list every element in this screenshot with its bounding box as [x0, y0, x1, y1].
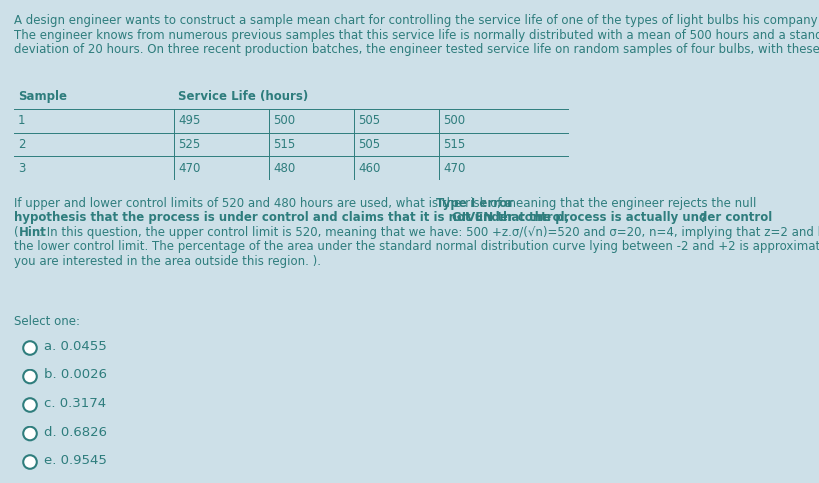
Text: (: (	[14, 226, 19, 239]
Text: : In this question, the upper control limit is 520, meaning that we have: 500 +z: : In this question, the upper control li…	[39, 226, 819, 239]
Text: A design engineer wants to construct a sample mean chart for controlling the ser: A design engineer wants to construct a s…	[14, 14, 819, 27]
Text: you are interested in the area outside this region. ).: you are interested in the area outside t…	[14, 255, 320, 268]
Text: Sample: Sample	[18, 90, 67, 103]
Circle shape	[23, 341, 37, 355]
Text: 495: 495	[178, 114, 200, 127]
Text: ?: ?	[695, 212, 707, 225]
Text: 515: 515	[273, 138, 295, 151]
Text: Type I error: Type I error	[436, 197, 513, 210]
Text: the lower control limit. The percentage of the area under the standard normal di: the lower control limit. The percentage …	[14, 241, 819, 254]
Text: , meaning that the engineer rejects the null: , meaning that the engineer rejects the …	[496, 197, 755, 210]
Text: 515: 515	[442, 138, 464, 151]
Text: 460: 460	[358, 162, 380, 175]
Text: 500: 500	[442, 114, 464, 127]
Circle shape	[23, 398, 37, 412]
Text: a. 0.0455: a. 0.0455	[44, 340, 106, 353]
Text: Service Life (hours): Service Life (hours)	[178, 90, 308, 103]
Text: Hint: Hint	[19, 226, 47, 239]
Text: 480: 480	[273, 162, 295, 175]
Text: 470: 470	[178, 162, 200, 175]
Text: hypothesis that the process is under control and claims that it is not under con: hypothesis that the process is under con…	[14, 212, 572, 225]
Text: c. 0.3174: c. 0.3174	[44, 397, 106, 410]
Text: GIVEN that the process is actually under control: GIVEN that the process is actually under…	[451, 212, 771, 225]
Circle shape	[23, 369, 37, 384]
Text: 3: 3	[18, 162, 25, 175]
Text: Select one:: Select one:	[14, 315, 80, 328]
Text: 470: 470	[442, 162, 465, 175]
Text: 500: 500	[273, 114, 295, 127]
Text: 505: 505	[358, 138, 380, 151]
Text: 525: 525	[178, 138, 200, 151]
Circle shape	[23, 426, 37, 440]
Text: If upper and lower control limits of 520 and 480 hours are used, what is the ris: If upper and lower control limits of 520…	[14, 197, 516, 210]
Text: 2: 2	[18, 138, 25, 151]
Text: The engineer knows from numerous previous samples that this service life is norm: The engineer knows from numerous previou…	[14, 28, 819, 42]
Text: b. 0.0026: b. 0.0026	[44, 369, 106, 382]
Text: deviation of 20 hours. On three recent production batches, the engineer tested s: deviation of 20 hours. On three recent p…	[14, 43, 819, 56]
Text: 505: 505	[358, 114, 380, 127]
Text: d. 0.6826: d. 0.6826	[44, 426, 106, 439]
Circle shape	[23, 455, 37, 469]
Text: 1: 1	[18, 114, 25, 127]
Text: e. 0.9545: e. 0.9545	[44, 454, 106, 467]
